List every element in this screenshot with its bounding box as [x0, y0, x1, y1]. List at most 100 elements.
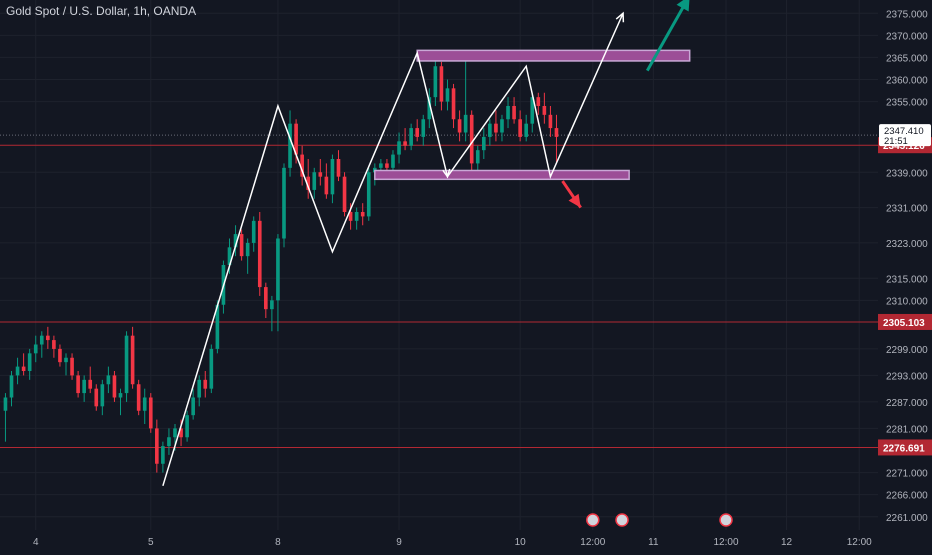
candle-body — [391, 154, 395, 168]
candle-body — [76, 375, 80, 394]
candle-body — [306, 176, 311, 190]
candle-body — [118, 393, 123, 398]
time-tick-label: 10 — [515, 537, 527, 548]
bullish-arrowhead — [676, 0, 690, 12]
price-tick-label: 2299.000 — [886, 345, 928, 356]
candle-body — [82, 379, 86, 394]
level-price-label: 2305.103 — [883, 318, 925, 329]
candle-body — [439, 66, 444, 102]
candle-body — [58, 348, 62, 363]
support-box — [374, 169, 630, 181]
candle-body — [142, 397, 147, 411]
candle-body — [233, 234, 238, 248]
time-tick-label: 9 — [396, 537, 402, 548]
candle-body — [530, 97, 535, 124]
candle-body — [536, 97, 541, 106]
candle-body — [27, 353, 32, 371]
candle-body — [88, 379, 93, 389]
event-flag-icon — [586, 513, 600, 527]
candle-body — [294, 123, 298, 155]
candle-body — [379, 163, 383, 168]
candle-body — [554, 128, 559, 137]
candle-body — [209, 348, 214, 389]
candle-body — [403, 141, 407, 146]
candle-body — [397, 141, 401, 155]
candle-body — [336, 159, 341, 177]
price-axis-bg — [878, 0, 932, 550]
candle-body — [494, 123, 498, 133]
candle-body — [197, 379, 202, 398]
time-tick-label: 12:00 — [580, 537, 605, 548]
event-flag-circle — [719, 513, 733, 527]
time-tick-label: 8 — [275, 537, 281, 548]
candle-body — [46, 335, 50, 341]
candle-body — [451, 88, 456, 120]
time-tick-label: 5 — [148, 537, 154, 548]
price-tick-label: 2339.000 — [886, 168, 928, 179]
candle-body — [276, 238, 280, 301]
price-tick-label: 2266.000 — [886, 491, 928, 502]
candle-body — [3, 397, 8, 411]
time-tick-label: 12:00 — [713, 537, 738, 548]
time-axis: 4 5 8 9 10 12:00 11 12:00 12 12:00 — [0, 513, 878, 550]
candle-body — [257, 220, 262, 288]
candle-body — [245, 242, 250, 257]
candle-body — [52, 340, 56, 349]
price-tick-label: 2355.000 — [886, 98, 928, 109]
zigzag-pattern — [162, 12, 624, 487]
candle-body — [70, 357, 74, 376]
candle-body — [288, 123, 292, 168]
candle-body — [469, 114, 474, 164]
candle-body — [191, 397, 195, 416]
candle-body — [415, 128, 420, 137]
current-price-tag — [879, 124, 931, 147]
candle-body — [385, 163, 389, 168]
candle-body — [409, 128, 413, 146]
zigzag-arrowhead — [615, 11, 625, 23]
candle-body — [457, 119, 462, 133]
grid — [0, 0, 878, 530]
candle-body — [282, 167, 286, 239]
price-tick-label: 2370.000 — [886, 31, 928, 42]
candle-body — [251, 220, 256, 243]
candle-body — [33, 344, 38, 354]
candle-body — [342, 176, 347, 212]
candle-body — [463, 114, 468, 133]
candle-body — [481, 136, 486, 151]
time-tick-label: 11 — [648, 537, 659, 548]
candle-body — [21, 366, 26, 371]
candle-body — [155, 428, 159, 464]
event-flag-circle — [615, 513, 629, 527]
price-tick-label: 2261.000 — [886, 513, 928, 524]
candle-body — [185, 415, 189, 438]
candle-body — [39, 335, 44, 345]
price-axis: 2375.000 2370.000 2365.000 2360.000 2355.000… — [878, 0, 932, 550]
candle-body — [542, 106, 547, 115]
price-tick-label: 2287.000 — [886, 398, 928, 409]
candle-body — [264, 287, 268, 310]
candle-body — [179, 428, 183, 438]
candle-body — [518, 119, 522, 137]
candle-body — [215, 304, 220, 349]
time-tick-label: 4 — [33, 537, 39, 548]
candle-body — [239, 234, 244, 257]
price-tick-label: 2310.000 — [886, 296, 928, 307]
candle-body — [427, 97, 432, 120]
event-flag-icon — [719, 513, 733, 527]
candle-body — [270, 300, 274, 310]
time-axis-bg — [0, 530, 878, 550]
price-tick-label: 2331.000 — [886, 204, 928, 215]
candle-body — [506, 106, 510, 120]
candle-body — [130, 335, 135, 385]
countdown-label: 21:51 — [884, 136, 908, 147]
candle-body — [100, 384, 105, 407]
time-tick-label: 12:00 — [847, 537, 872, 548]
resistance-box — [416, 49, 691, 62]
price-tick-label: 2365.000 — [886, 53, 928, 64]
candle-body — [366, 172, 371, 217]
candle-body — [330, 159, 335, 195]
candlestick-series — [3, 57, 559, 473]
candle-body — [227, 247, 232, 265]
